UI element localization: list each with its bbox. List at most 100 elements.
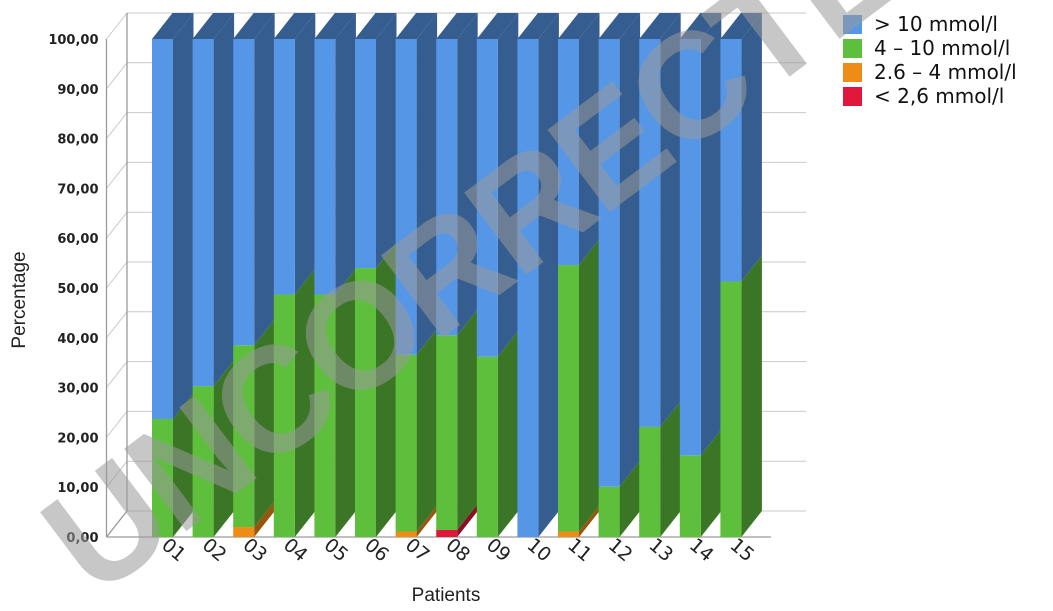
bar-side — [700, 429, 722, 537]
bar-top — [720, 13, 762, 39]
bar-segment — [598, 486, 620, 537]
bar-segment — [233, 527, 255, 537]
bar-side — [700, 13, 722, 456]
bar-top — [273, 13, 316, 39]
bar-top — [598, 13, 641, 39]
bar-side — [538, 13, 559, 537]
y-tick-label: 40,00 — [57, 332, 98, 347]
legend: > 10 mmol/l 4 – 10 mmol/l 2.6 – 4 mmol/l… — [843, 12, 1017, 108]
bar-segment — [273, 39, 295, 295]
bar-segment — [558, 531, 579, 537]
bar-top — [639, 13, 681, 39]
bar-side — [457, 309, 478, 531]
bar-segment — [152, 418, 173, 537]
bar-segment — [558, 39, 579, 266]
legend-label-gt10: > 10 mmol/l — [874, 12, 998, 36]
bar-top — [152, 13, 194, 39]
bar-segment — [395, 531, 417, 537]
bar-side — [660, 13, 681, 427]
bar-segment — [436, 39, 458, 336]
bar-side — [173, 392, 194, 537]
x-axis-ticks: 01 02 03 04 05 06 07 08 09 10 11 12 13 14 15 — [157, 534, 758, 566]
bar-side — [619, 13, 641, 487]
legend-item-2-6-4: 2.6 – 4 mmol/l — [843, 60, 1017, 84]
bar-segment — [192, 39, 214, 387]
y-axis-ticks: 0,00 10,00 20,00 30,00 40,00 50,00 60,00 70,00 8… — [48, 33, 98, 546]
y-axis-title: Percentage — [9, 251, 30, 348]
bars — [152, 13, 762, 537]
bar-top — [558, 13, 600, 39]
gridline-depth — [106, 361, 128, 388]
bar-side — [741, 13, 762, 282]
bar-segment — [517, 39, 539, 537]
x-tick-label: 03 — [238, 534, 271, 566]
bar-segment — [233, 39, 255, 346]
gridline-depth — [106, 411, 128, 438]
bar-side — [457, 504, 478, 537]
bar-side — [254, 319, 275, 528]
bar-side — [619, 460, 641, 537]
x-tick-label: 04 — [279, 534, 312, 566]
bar-top — [192, 13, 235, 39]
y-tick-label: 70,00 — [57, 182, 98, 197]
bar-side — [741, 255, 762, 537]
gridline-depth — [106, 211, 128, 239]
bar-segment — [314, 39, 336, 295]
x-tick-label: 02 — [198, 534, 231, 566]
bar-segment — [476, 39, 498, 357]
x-axis-title: Patients — [412, 585, 481, 606]
bar-segment — [679, 39, 701, 456]
bar-segment — [273, 294, 295, 537]
legend-swatch-lt2-6 — [843, 86, 862, 106]
x-tick-label: 08 — [441, 534, 474, 566]
legend-item-lt2-6: < 2,6 mmol/l — [843, 84, 1017, 108]
y-tick-label: 0,00 — [66, 531, 98, 546]
bar-segment — [355, 268, 376, 537]
x-tick-label: 09 — [482, 534, 515, 566]
legend-swatch-gt10 — [843, 14, 862, 34]
x-tick-label: 06 — [360, 534, 393, 566]
bar-top — [233, 13, 275, 39]
bar-side — [416, 13, 438, 355]
y-tick-label: 60,00 — [57, 232, 98, 247]
bar-side — [294, 13, 316, 295]
gridline-depth — [106, 12, 128, 40]
bar-segment — [355, 39, 376, 269]
x-tick-label: 01 — [157, 534, 190, 566]
bar-segment — [436, 530, 458, 537]
legend-label-4-10: 4 – 10 mmol/l — [874, 36, 1011, 60]
gridline-depth — [106, 112, 128, 139]
x-tick-label: 13 — [644, 534, 677, 566]
bar-top — [436, 13, 478, 39]
bar-top — [314, 13, 356, 39]
x-tick-label: 10 — [523, 534, 556, 566]
bar-segment — [598, 39, 620, 487]
bar-side — [660, 400, 681, 537]
bar-segment — [476, 356, 498, 537]
bar-side — [213, 360, 235, 537]
bar-side — [376, 13, 397, 269]
y-tick-label: 50,00 — [57, 282, 98, 297]
x-tick-label: 12 — [604, 534, 637, 566]
bar-top — [679, 13, 722, 39]
y-tick-label: 90,00 — [57, 83, 98, 98]
bar-side — [457, 13, 478, 336]
bar-side — [579, 505, 600, 537]
legend-item-4-10: 4 – 10 mmol/l — [843, 36, 1017, 60]
x-tick-label: 05 — [320, 534, 353, 566]
floor-left-edge — [105, 510, 128, 538]
legend-label-lt2-6: < 2,6 mmol/l — [874, 84, 1005, 108]
x-tick-label: 11 — [563, 534, 596, 566]
gridline-depth — [106, 261, 128, 289]
bar-segment — [395, 39, 417, 355]
bar-segment — [679, 455, 701, 537]
legend-swatch-4-10 — [843, 38, 862, 58]
gridline-depth — [106, 460, 128, 488]
bar-segment — [720, 39, 742, 282]
bar-top — [355, 13, 397, 39]
bar-segment — [558, 265, 579, 532]
bar-side — [416, 328, 438, 532]
bar-segment — [639, 39, 661, 427]
y-tick-label: 20,00 — [57, 431, 98, 446]
